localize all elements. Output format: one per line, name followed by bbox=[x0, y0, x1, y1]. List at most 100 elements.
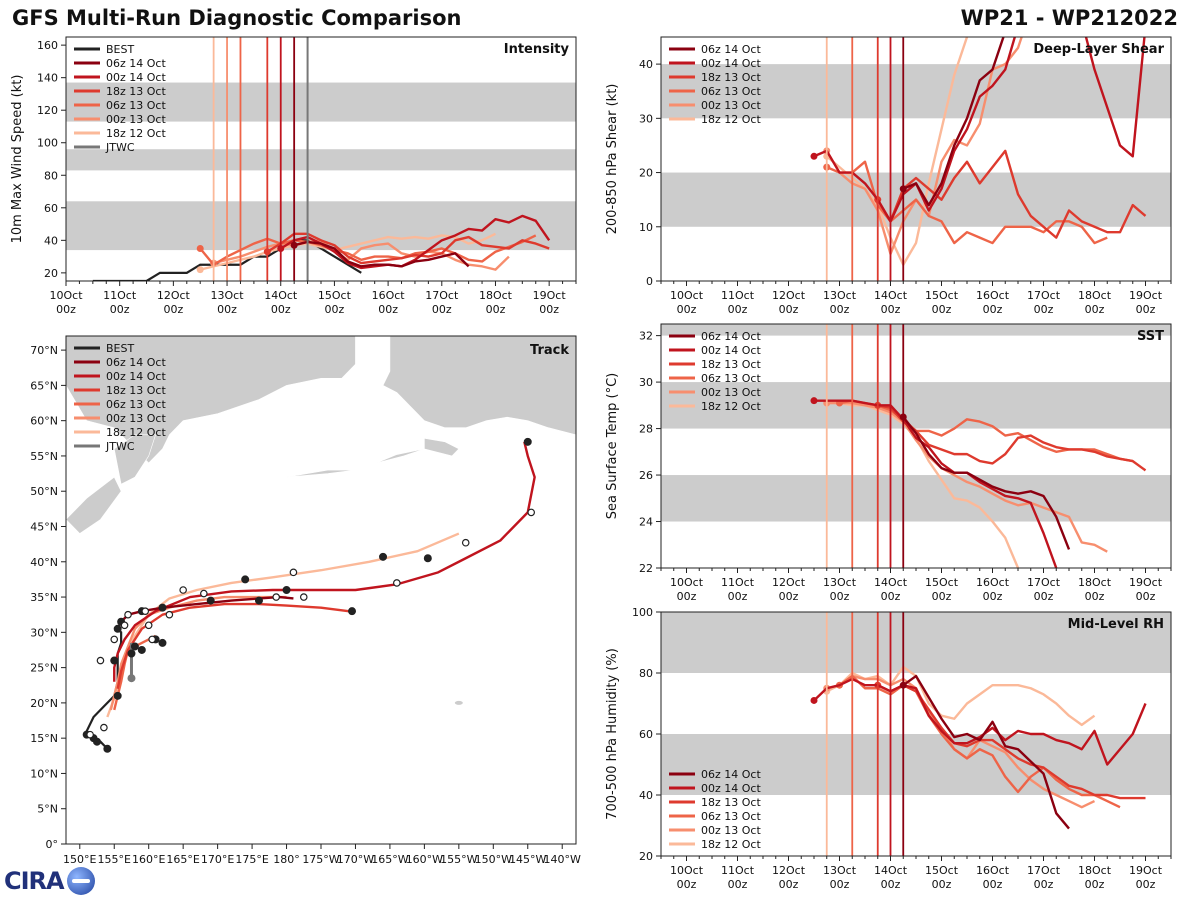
track-marker-filled bbox=[282, 586, 291, 594]
intensity-ytick-label: 80 bbox=[44, 169, 58, 182]
globe-icon bbox=[66, 867, 95, 895]
rh-series-06z13 bbox=[838, 674, 1121, 809]
track-marker-filled bbox=[130, 642, 139, 651]
track-marker-filled bbox=[93, 737, 102, 746]
shear-legend-label: 06z 13 Oct bbox=[701, 85, 761, 98]
track-marker-filled bbox=[158, 638, 167, 647]
track-marker-filled bbox=[103, 744, 112, 753]
intensity-panel: 2040608010012014016010Oct00z11Oct00z12Oc… bbox=[10, 36, 577, 316]
shear-xtick-label: 14Oct bbox=[874, 289, 908, 302]
intensity-xtick-label: 14Oct bbox=[264, 289, 298, 302]
track-jtwc-marker bbox=[127, 674, 136, 683]
land-mass bbox=[424, 437, 460, 457]
intensity-xtick-label: 16Oct bbox=[372, 289, 406, 302]
track-marker-open bbox=[165, 610, 174, 619]
rh-xtick-sublabel: 00z bbox=[881, 878, 901, 891]
track-marker-open bbox=[124, 610, 132, 619]
sst-xtick-label: 18Oct bbox=[1078, 576, 1112, 589]
sst-ytick-label: 26 bbox=[639, 469, 653, 482]
shear-band bbox=[661, 64, 1171, 119]
track-marker-filled bbox=[158, 603, 167, 612]
shear-xtick-label: 12Oct bbox=[772, 289, 806, 302]
shear-xtick-label: 15Oct bbox=[925, 289, 959, 302]
rh-xtick-label: 15Oct bbox=[925, 864, 959, 877]
rh-legend-label: 00z 14 Oct bbox=[701, 782, 761, 795]
track-marker-filled bbox=[423, 554, 432, 563]
sst-xtick-label: 10Oct bbox=[670, 576, 704, 589]
track-xtick-label: 155°E bbox=[98, 853, 131, 866]
land-mass bbox=[454, 700, 463, 705]
intensity-title: Intensity bbox=[504, 42, 570, 57]
sst-series-00z13 bbox=[826, 401, 1108, 553]
shear-title: Deep-Layer Shear bbox=[1033, 42, 1164, 57]
cira-logo: CIRA bbox=[4, 866, 95, 896]
rh-ytick-label: 100 bbox=[632, 606, 653, 619]
intensity-xtick-sublabel: 00z bbox=[325, 303, 345, 316]
track-xtick-label: 150°W bbox=[475, 853, 512, 866]
sst-xtick-label: 14Oct bbox=[874, 576, 908, 589]
track-legend-label: 18z 13 Oct bbox=[106, 384, 166, 397]
intensity-ytick-label: 100 bbox=[37, 137, 58, 150]
sst-legend-label: 18z 13 Oct bbox=[701, 358, 761, 371]
track-xtick-label: 170°W bbox=[337, 853, 374, 866]
intensity-xtick-label: 15Oct bbox=[318, 289, 352, 302]
track-ytick-label: 40°N bbox=[30, 556, 58, 569]
rh-legend-label: 06z 13 Oct bbox=[701, 810, 761, 823]
intensity-ytick-label: 160 bbox=[37, 39, 58, 52]
track-marker-open bbox=[148, 635, 156, 644]
track-legend-label: BEST bbox=[106, 342, 134, 355]
sst-xtick-sublabel: 00z bbox=[983, 590, 1003, 603]
rh-legend-label: 00z 13 Oct bbox=[701, 824, 761, 837]
rh-ytick-label: 20 bbox=[639, 850, 653, 863]
intensity-ytick-label: 120 bbox=[37, 104, 58, 117]
shear-ytick-label: 0 bbox=[646, 275, 653, 288]
shear-xtick-label: 13Oct bbox=[823, 289, 857, 302]
sst-legend-label: 18z 12 Oct bbox=[701, 400, 761, 413]
intensity-xtick-sublabel: 00z bbox=[217, 303, 237, 316]
sst-xtick-label: 12Oct bbox=[772, 576, 806, 589]
track-ytick-label: 10°N bbox=[30, 767, 58, 780]
track-marker-filled bbox=[348, 607, 357, 616]
intensity-legend-label: JTWC bbox=[105, 141, 135, 154]
sst-band bbox=[661, 382, 1171, 429]
track-marker-open bbox=[299, 593, 308, 601]
rh-xtick-label: 10Oct bbox=[670, 864, 704, 877]
track-title: Track bbox=[530, 343, 569, 358]
track-ytick-label: 0° bbox=[46, 838, 59, 851]
track-marker-filled bbox=[110, 656, 119, 665]
track-marker-open bbox=[100, 723, 108, 732]
track-marker-filled bbox=[206, 596, 215, 605]
rh-band bbox=[661, 612, 1171, 673]
land-mass bbox=[66, 476, 122, 534]
rh-xtick-sublabel: 00z bbox=[728, 878, 748, 891]
shear-series-18z12 bbox=[825, 37, 969, 266]
rh-xtick-sublabel: 00z bbox=[932, 878, 952, 891]
shear-legend-label: 18z 13 Oct bbox=[701, 71, 761, 84]
track-ytick-label: 20°N bbox=[30, 697, 58, 710]
cira-logo-text: CIRA bbox=[4, 867, 65, 895]
intensity-legend-label: 00z 13 Oct bbox=[106, 113, 166, 126]
track-xtick-label: 165°E bbox=[166, 853, 199, 866]
shear-xtick-sublabel: 00z bbox=[881, 303, 901, 316]
track-series-18z13 bbox=[116, 602, 349, 690]
track-xtick-label: 165°W bbox=[371, 853, 408, 866]
track-marker-open bbox=[393, 579, 401, 587]
rh-series-18z12 bbox=[826, 665, 1096, 727]
track-ytick-label: 60°N bbox=[30, 415, 58, 428]
rh-title: Mid-Level RH bbox=[1068, 617, 1164, 632]
intensity-series-start-06z13 bbox=[196, 244, 204, 252]
intensity-xtick-sublabel: 00z bbox=[378, 303, 398, 316]
sst-series-00z14 bbox=[814, 399, 1058, 568]
rh-series-start-00z14 bbox=[810, 696, 818, 704]
track-series-00z14 bbox=[113, 441, 536, 682]
track-xtick-label: 150°E bbox=[63, 853, 96, 866]
rh-ytick-label: 40 bbox=[639, 789, 653, 802]
intensity-ytick-label: 60 bbox=[44, 202, 58, 215]
intensity-legend-label: BEST bbox=[106, 43, 134, 56]
shear-legend-label: 18z 12 Oct bbox=[701, 113, 761, 126]
track-marker-filled bbox=[241, 575, 250, 584]
rh-xtick-sublabel: 00z bbox=[1136, 878, 1156, 891]
